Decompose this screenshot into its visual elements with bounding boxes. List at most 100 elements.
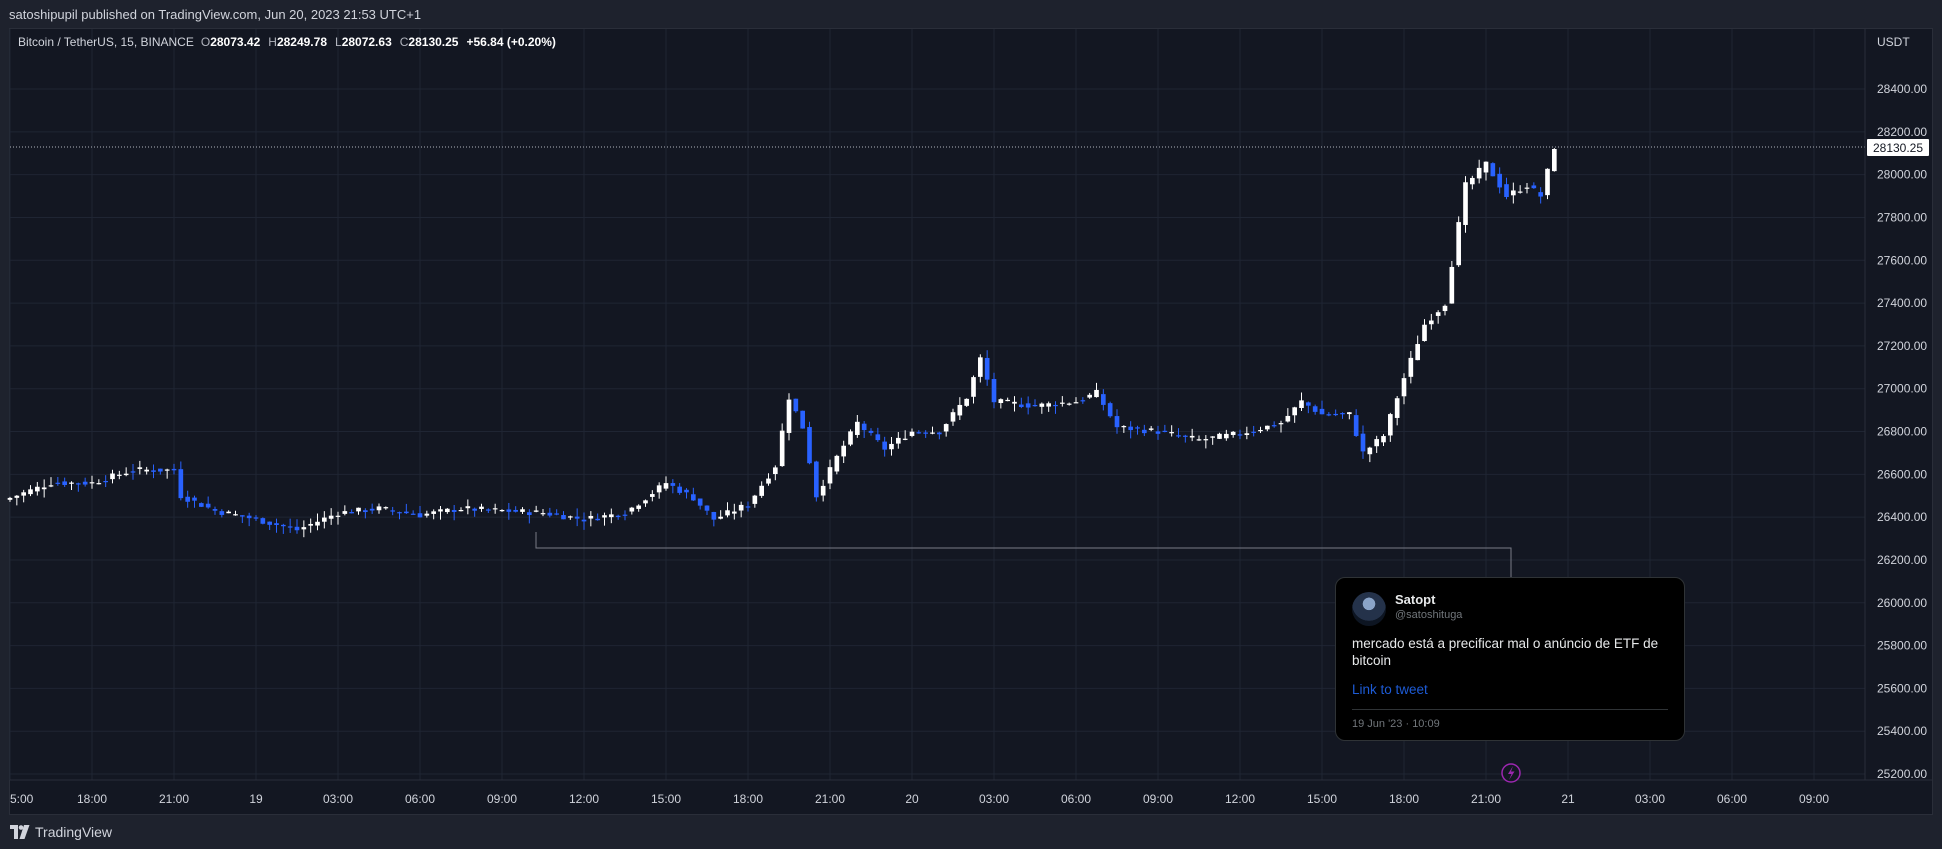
candle-body	[205, 503, 211, 508]
price-tick-label: 27200.00	[1877, 339, 1927, 353]
candle-body	[1210, 436, 1215, 438]
candle-body	[410, 513, 416, 515]
candle-body	[971, 377, 976, 397]
candle-body	[1224, 433, 1229, 439]
candle-body	[376, 506, 382, 511]
candle-body	[1490, 163, 1496, 177]
candle-body	[923, 432, 928, 434]
candle-body	[766, 478, 771, 484]
time-axis: 5:00 18:00 21:00 19 03:00 06:00 09:00 12:00 15:0…	[10, 792, 1829, 806]
candle-body	[103, 480, 108, 483]
time-tick-label: 09:00	[1799, 792, 1829, 806]
candle-body	[732, 511, 737, 514]
candle-body	[779, 430, 785, 467]
time-tick-label: 03:00	[979, 792, 1009, 806]
price-tick-label: 25400.00	[1877, 724, 1927, 738]
legend-high: 28249.78	[276, 35, 327, 49]
price-tick-label: 27600.00	[1877, 253, 1927, 267]
candle-body	[943, 424, 949, 432]
candle-body	[1463, 182, 1468, 225]
candle-body	[855, 421, 860, 435]
candle-body	[192, 497, 197, 501]
candle-body	[1278, 423, 1284, 425]
candle-body	[602, 515, 607, 518]
candle-body	[1435, 312, 1441, 316]
candle-body	[171, 468, 177, 471]
candle-body	[670, 483, 676, 486]
footer: TradingView	[0, 815, 1942, 849]
candle-body	[1381, 436, 1386, 443]
candle-body	[629, 507, 635, 512]
candle-body	[322, 517, 327, 522]
candle-body	[998, 399, 1004, 404]
candle-body	[240, 515, 245, 517]
price-axis-currency: USDT	[1877, 35, 1910, 49]
legend-low: 28072.63	[341, 35, 392, 49]
legend-low-label: L	[335, 35, 342, 49]
candle-body	[1053, 404, 1058, 407]
candle-body	[1517, 191, 1523, 193]
time-tick-label: 19	[249, 792, 263, 806]
candle-body	[356, 507, 361, 512]
candle-body	[1039, 403, 1045, 407]
candle-body	[28, 489, 33, 495]
candle-body	[363, 510, 368, 513]
candle-body	[636, 505, 641, 509]
candle-body	[991, 379, 997, 403]
candle-body	[1080, 400, 1086, 402]
candle-body	[964, 398, 969, 406]
legend-open: 28073.42	[210, 35, 261, 49]
legend-symbol[interactable]: Bitcoin / TetherUS, 15, BINANCE	[18, 35, 194, 49]
tweet-date: 19 Jun '23 · 10:09	[1352, 718, 1440, 730]
candle-body	[390, 510, 395, 512]
event-marker-icon[interactable]	[1501, 763, 1521, 783]
candle-body	[506, 509, 512, 512]
tweet-author-handle: @satoshituga	[1395, 609, 1463, 621]
time-tick-label: 21:00	[159, 792, 189, 806]
time-tick-label: 21:00	[1471, 792, 1501, 806]
candle-body	[151, 470, 156, 472]
tradingview-brand[interactable]: TradingView	[10, 824, 112, 840]
candle-body	[397, 512, 402, 514]
candle-body	[916, 432, 922, 434]
candle-body	[930, 432, 935, 434]
time-tick-label: 20	[905, 792, 919, 806]
legend-close-label: C	[399, 35, 409, 49]
legend-change: +56.84 (+0.20%)	[466, 35, 556, 49]
candles	[7, 148, 1557, 538]
candle-body	[622, 514, 628, 516]
candle-body	[369, 508, 375, 511]
time-tick-label: 09:00	[1143, 792, 1173, 806]
candle-body	[185, 496, 190, 502]
legend-open-label: O	[200, 35, 211, 49]
candle-body	[1203, 439, 1209, 441]
tweet-annotation-card[interactable]: Satopt @satoshituga mercado está a preci…	[1335, 577, 1685, 741]
candle-body	[465, 506, 471, 509]
candle-body	[1408, 357, 1414, 377]
candle-body	[1483, 161, 1489, 173]
candle-body	[1258, 429, 1263, 432]
candle-body	[896, 437, 901, 444]
candle-body	[1066, 403, 1072, 405]
candle-body	[752, 495, 758, 504]
candle-body	[486, 509, 491, 511]
candle-body	[513, 509, 518, 512]
publish-info: satoshipupil published on TradingView.co…	[9, 7, 422, 22]
candle-body	[1292, 407, 1297, 416]
symbol-legend[interactable]: Bitcoin / TetherUS, 15, BINANCE O 28073.…	[18, 35, 556, 49]
candle-body	[937, 432, 942, 435]
time-tick-label: 12:00	[1225, 792, 1255, 806]
candle-body	[574, 516, 580, 519]
candle-body	[62, 481, 67, 485]
candle-body	[199, 503, 204, 507]
candle-body	[691, 494, 696, 501]
candle-body	[1060, 402, 1065, 404]
tweet-link[interactable]: Link to tweet	[1352, 682, 1428, 697]
candle-body	[807, 427, 812, 464]
candle-body	[827, 467, 833, 484]
candle-body	[1394, 398, 1400, 418]
avatar	[1352, 592, 1386, 626]
candle-body	[1189, 435, 1195, 438]
candle-body	[233, 514, 238, 516]
tradingview-logo-icon	[10, 825, 30, 839]
